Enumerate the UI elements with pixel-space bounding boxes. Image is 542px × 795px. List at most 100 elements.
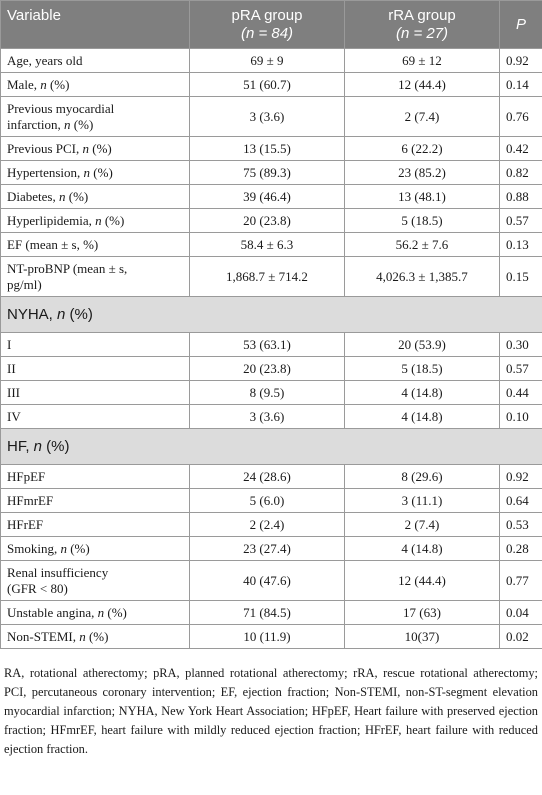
table-row: HFpEF 24 (28.6) 8 (29.6) 0.92	[0, 464, 542, 489]
rra-value: 5 (18.5)	[344, 356, 500, 381]
rra-value: 5 (18.5)	[344, 208, 500, 233]
table-row: Age, years old 69 ± 9 69 ± 12 0.92	[0, 48, 542, 73]
row-label: EF (mean ± s, %)	[0, 232, 190, 257]
pra-value: 20 (23.8)	[189, 208, 345, 233]
table-row: Renal insufficiency (GFR < 80) 40 (47.6) …	[0, 560, 542, 601]
pra-value: 20 (23.8)	[189, 356, 345, 381]
table-row: HFrEF 2 (2.4) 2 (7.4) 0.53	[0, 512, 542, 537]
rra-value: 4 (14.8)	[344, 536, 500, 561]
rra-value: 23 (85.2)	[344, 160, 500, 185]
header-pra-group: pRA group (n = 84)	[189, 0, 345, 49]
header-rra-n: (n = 27)	[395, 24, 449, 42]
row-label: Smoking, n (%)	[0, 536, 190, 561]
row-label: Age, years old	[0, 48, 190, 73]
p-value: 0.13	[499, 232, 542, 257]
row-label: HFmrEF	[0, 488, 190, 513]
p-value: 0.82	[499, 160, 542, 185]
pra-value: 2 (2.4)	[189, 512, 345, 537]
table-row: Unstable angina, n (%) 71 (84.5) 17 (63)…	[0, 600, 542, 625]
table-row: EF (mean ± s, %) 58.4 ± 6.3 56.2 ± 7.6 0…	[0, 232, 542, 257]
p-value: 0.14	[499, 72, 542, 97]
rra-value: 4,026.3 ± 1,385.7	[344, 256, 500, 297]
pra-value: 8 (9.5)	[189, 380, 345, 405]
rra-value: 8 (29.6)	[344, 464, 500, 489]
rra-value: 12 (44.4)	[344, 72, 500, 97]
rra-value: 69 ± 12	[344, 48, 500, 73]
pra-value: 75 (89.3)	[189, 160, 345, 185]
row-label: NT-proBNP (mean ± s, pg/ml)	[0, 256, 190, 297]
rra-value: 12 (44.4)	[344, 560, 500, 601]
pra-value: 51 (60.7)	[189, 72, 345, 97]
row-label: Previous myocardial infarction, n (%)	[0, 96, 190, 137]
p-value: 0.04	[499, 600, 542, 625]
pra-value: 69 ± 9	[189, 48, 345, 73]
pra-value: 3 (3.6)	[189, 96, 345, 137]
p-value: 0.42	[499, 136, 542, 161]
p-value: 0.28	[499, 536, 542, 561]
pra-value: 53 (63.1)	[189, 332, 345, 357]
table-row: Hyperlipidemia, n (%) 20 (23.8) 5 (18.5)…	[0, 208, 542, 233]
pra-value: 13 (15.5)	[189, 136, 345, 161]
row-label: IV	[0, 404, 190, 429]
rra-value: 3 (11.1)	[344, 488, 500, 513]
table-row: NT-proBNP (mean ± s, pg/ml) 1,868.7 ± 714…	[0, 256, 542, 297]
table-row: Male, n (%) 51 (60.7) 12 (44.4) 0.14	[0, 72, 542, 97]
header-pra-group-label: pRA group	[231, 6, 303, 24]
rra-value: 17 (63)	[344, 600, 500, 625]
row-label: HFpEF	[0, 464, 190, 489]
rra-value: 6 (22.2)	[344, 136, 500, 161]
table-row: I 53 (63.1) 20 (53.9) 0.30	[0, 332, 542, 357]
pra-value: 71 (84.5)	[189, 600, 345, 625]
rra-value: 10(37)	[344, 624, 500, 649]
table-row: Previous myocardial infarction, n (%) 3 (…	[0, 96, 542, 137]
pra-value: 58.4 ± 6.3	[189, 232, 345, 257]
table-row: Smoking, n (%) 23 (27.4) 4 (14.8) 0.28	[0, 536, 542, 561]
row-label: Hyperlipidemia, n (%)	[0, 208, 190, 233]
section-header-hf: HF, n (%)	[0, 428, 542, 465]
table-footnote: RA, rotational atherectomy; pRA, planned…	[4, 666, 538, 756]
p-value: 0.30	[499, 332, 542, 357]
pra-value: 23 (27.4)	[189, 536, 345, 561]
row-label: II	[0, 356, 190, 381]
table-row: HFmrEF 5 (6.0) 3 (11.1) 0.64	[0, 488, 542, 513]
section-header-nyha: NYHA, n (%)	[0, 296, 542, 333]
table-row: Diabetes, n (%) 39 (46.4) 13 (48.1) 0.88	[0, 184, 542, 209]
pra-value: 3 (3.6)	[189, 404, 345, 429]
p-value: 0.44	[499, 380, 542, 405]
table-row: Non-STEMI, n (%) 10 (11.9) 10(37) 0.02	[0, 624, 542, 649]
rra-value: 4 (14.8)	[344, 380, 500, 405]
p-value: 0.15	[499, 256, 542, 297]
pra-value: 39 (46.4)	[189, 184, 345, 209]
p-value: 0.57	[499, 356, 542, 381]
rra-value: 4 (14.8)	[344, 404, 500, 429]
rra-value: 2 (7.4)	[344, 96, 500, 137]
table-header-row: Variable pRA group (n = 84) rRA group (n…	[0, 0, 542, 49]
p-value: 0.10	[499, 404, 542, 429]
pra-value: 10 (11.9)	[189, 624, 345, 649]
row-label: Hypertension, n (%)	[0, 160, 190, 185]
rra-value: 20 (53.9)	[344, 332, 500, 357]
p-value: 0.92	[499, 48, 542, 73]
pra-value: 5 (6.0)	[189, 488, 345, 513]
p-value: 0.57	[499, 208, 542, 233]
pra-value: 40 (47.6)	[189, 560, 345, 601]
rra-value: 2 (7.4)	[344, 512, 500, 537]
table-row: IV 3 (3.6) 4 (14.8) 0.10	[0, 404, 542, 429]
section-title: HF, n (%)	[0, 428, 542, 465]
header-pra-n: (n = 84)	[240, 24, 294, 42]
row-label: Diabetes, n (%)	[0, 184, 190, 209]
p-value: 0.77	[499, 560, 542, 601]
p-value: 0.64	[499, 488, 542, 513]
header-p: P	[499, 0, 542, 49]
table-row: II 20 (23.8) 5 (18.5) 0.57	[0, 356, 542, 381]
row-label: Previous PCI, n (%)	[0, 136, 190, 161]
table-row: Hypertension, n (%) 75 (89.3) 23 (85.2) …	[0, 160, 542, 185]
header-rra-group: rRA group (n = 27)	[344, 0, 500, 49]
row-label: I	[0, 332, 190, 357]
row-label: Renal insufficiency (GFR < 80)	[0, 560, 190, 601]
rra-value: 56.2 ± 7.6	[344, 232, 500, 257]
p-value: 0.92	[499, 464, 542, 489]
rra-value: 13 (48.1)	[344, 184, 500, 209]
table-row: Previous PCI, n (%) 13 (15.5) 6 (22.2) 0…	[0, 136, 542, 161]
pra-value: 24 (28.6)	[189, 464, 345, 489]
